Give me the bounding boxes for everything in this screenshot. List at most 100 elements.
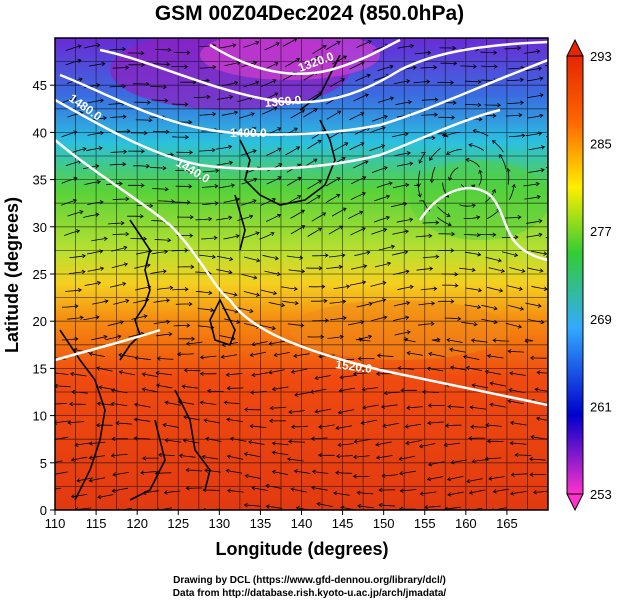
streamline-arrowhead bbox=[469, 405, 474, 410]
streamline bbox=[472, 384, 488, 389]
streamline bbox=[296, 507, 312, 510]
streamline bbox=[237, 307, 253, 312]
streamline-arrowhead bbox=[214, 184, 219, 189]
streamline bbox=[393, 80, 410, 85]
streamline-arrowhead bbox=[452, 45, 457, 51]
streamline bbox=[551, 326, 567, 327]
streamline bbox=[201, 237, 218, 240]
streamline bbox=[465, 159, 480, 168]
streamline bbox=[537, 371, 548, 374]
streamline-arrowhead bbox=[110, 388, 115, 393]
streamline-arrowhead bbox=[189, 214, 194, 220]
streamline bbox=[349, 281, 366, 286]
streamline bbox=[195, 218, 212, 221]
streamline bbox=[221, 291, 238, 296]
streamline bbox=[375, 441, 392, 446]
streamline bbox=[307, 180, 322, 190]
streamline-arrowhead bbox=[529, 355, 534, 361]
streamline-arrowhead bbox=[95, 212, 100, 217]
streamline bbox=[459, 267, 476, 271]
streamline bbox=[250, 425, 267, 428]
streamline-arrowhead bbox=[529, 472, 534, 477]
streamline bbox=[216, 255, 233, 260]
streamline-arrowhead bbox=[235, 197, 241, 202]
streamline-arrowhead bbox=[236, 319, 241, 324]
streamline bbox=[493, 488, 510, 493]
streamline-arrowhead bbox=[444, 423, 449, 428]
streamline bbox=[331, 207, 347, 217]
streamline bbox=[226, 470, 243, 474]
streamline bbox=[71, 391, 88, 394]
streamline-arrowhead bbox=[229, 95, 234, 100]
streamline bbox=[460, 65, 477, 67]
streamline bbox=[384, 391, 401, 394]
streamline bbox=[353, 160, 369, 169]
streamline bbox=[528, 146, 545, 151]
streamline bbox=[508, 350, 525, 353]
streamline-arrowhead bbox=[143, 236, 148, 242]
streamline-arrowhead bbox=[386, 261, 392, 266]
streamline-arrowhead bbox=[281, 302, 286, 308]
streamline-arrowhead bbox=[534, 387, 539, 392]
streamline-arrowhead bbox=[99, 249, 104, 254]
streamline-arrowhead bbox=[435, 220, 440, 225]
streamline-arrowhead bbox=[126, 129, 131, 134]
streamline-arrowhead bbox=[301, 269, 306, 274]
streamline bbox=[142, 373, 159, 378]
streamline-arrowhead bbox=[506, 167, 511, 173]
streamline-arrowhead bbox=[543, 251, 548, 256]
streamline bbox=[421, 99, 438, 101]
streamline-arrowhead bbox=[68, 401, 73, 407]
streamline-arrowhead bbox=[404, 250, 409, 255]
streamline-arrowhead bbox=[539, 113, 544, 118]
streamline-arrowhead bbox=[167, 237, 172, 243]
streamline-arrowhead bbox=[529, 457, 533, 462]
streamline-arrowhead bbox=[88, 441, 93, 446]
streamline-arrowhead bbox=[433, 286, 438, 291]
streamline bbox=[469, 144, 485, 151]
streamline-arrowhead bbox=[249, 352, 254, 357]
streamline-arrowhead bbox=[430, 321, 435, 327]
streamline bbox=[135, 119, 152, 121]
streamline bbox=[397, 45, 414, 49]
streamline bbox=[444, 317, 461, 320]
streamline bbox=[286, 255, 303, 259]
streamline bbox=[89, 477, 106, 482]
streamline bbox=[69, 271, 86, 274]
streamline bbox=[171, 250, 188, 252]
streamline-arrowhead bbox=[274, 92, 279, 97]
streamline-arrowhead bbox=[376, 353, 381, 358]
streamline-arrowhead bbox=[446, 151, 451, 155]
colorbar-tick-label: 285 bbox=[590, 137, 612, 152]
streamline-arrowhead bbox=[367, 334, 373, 339]
streamline bbox=[469, 489, 486, 494]
streamline-arrowhead bbox=[471, 458, 476, 464]
streamline bbox=[312, 254, 329, 257]
streamline-arrowhead bbox=[404, 229, 409, 234]
streamline bbox=[227, 455, 244, 460]
streamline-arrowhead bbox=[356, 490, 361, 496]
y-tick-label: 45 bbox=[33, 78, 47, 93]
streamline bbox=[335, 472, 352, 474]
streamline bbox=[526, 233, 543, 238]
height-contours bbox=[55, 38, 548, 407]
streamline-arrowhead bbox=[133, 436, 138, 441]
streamline bbox=[291, 425, 308, 428]
streamline-arrowhead bbox=[418, 159, 423, 164]
streamline-arrowhead bbox=[123, 245, 128, 251]
streamline bbox=[407, 352, 423, 356]
streamline bbox=[357, 505, 374, 509]
streamline-arrowhead bbox=[255, 40, 260, 46]
streamline-arrowhead bbox=[184, 64, 189, 69]
streamline bbox=[204, 469, 221, 473]
streamline bbox=[216, 269, 232, 274]
streamline bbox=[216, 96, 233, 100]
streamline-arrowhead bbox=[426, 476, 432, 482]
streamline bbox=[293, 353, 310, 357]
streamline-arrowhead bbox=[156, 356, 161, 361]
streamline-arrowhead bbox=[535, 181, 540, 187]
streamline-arrowhead bbox=[397, 366, 402, 371]
streamline bbox=[420, 491, 437, 495]
streamline bbox=[392, 316, 409, 322]
streamline bbox=[55, 403, 67, 405]
